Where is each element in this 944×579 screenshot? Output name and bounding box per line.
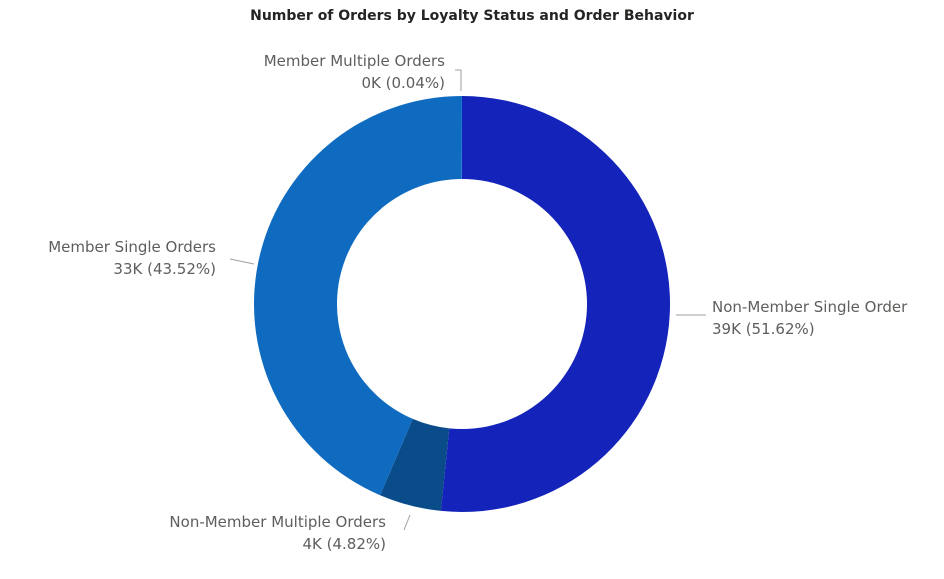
slice-label-name: Member Multiple Orders [264, 52, 445, 70]
slice-non-member-multiple-orders[interactable] [380, 418, 450, 511]
leader-line [455, 69, 462, 91]
chart-title: Number of Orders by Loyalty Status and O… [250, 8, 694, 24]
slice-label-value: 33K (43.52%) [113, 260, 216, 278]
slice-label-name: Non-Member Multiple Orders [169, 513, 386, 531]
slice-non-member-single-order[interactable] [440, 96, 671, 513]
slice-member-single-orders[interactable] [254, 96, 462, 496]
slice-label-value: 4K (4.82%) [302, 535, 386, 553]
slice-label-value: 39K (51.62%) [712, 320, 815, 338]
slice-label-value: 0K (0.04%) [361, 74, 445, 92]
leader-line [229, 258, 255, 265]
slice-label-name: Non-Member Single Order [712, 298, 908, 316]
leader-line [403, 514, 411, 531]
slice-label-name: Member Single Orders [48, 238, 216, 256]
slice-member-multiple-orders[interactable] [461, 96, 462, 180]
